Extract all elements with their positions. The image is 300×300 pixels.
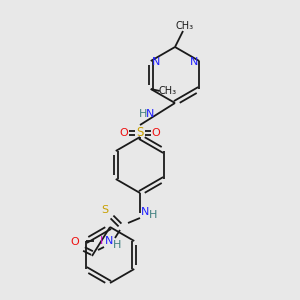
Text: N: N [190,57,198,67]
Text: S: S [136,127,144,140]
Text: N: N [146,109,155,119]
Text: H: H [139,109,148,119]
Text: O: O [70,237,80,247]
Text: N: N [141,207,149,217]
Text: O: O [152,128,160,138]
Text: N: N [152,57,160,67]
Text: I: I [100,236,103,246]
Text: CH₃: CH₃ [159,86,177,96]
Text: H: H [149,210,157,220]
Text: O: O [120,128,128,138]
Text: CH₃: CH₃ [176,21,194,31]
Text: H: H [113,240,121,250]
Text: S: S [101,205,109,215]
Text: N: N [105,236,113,246]
